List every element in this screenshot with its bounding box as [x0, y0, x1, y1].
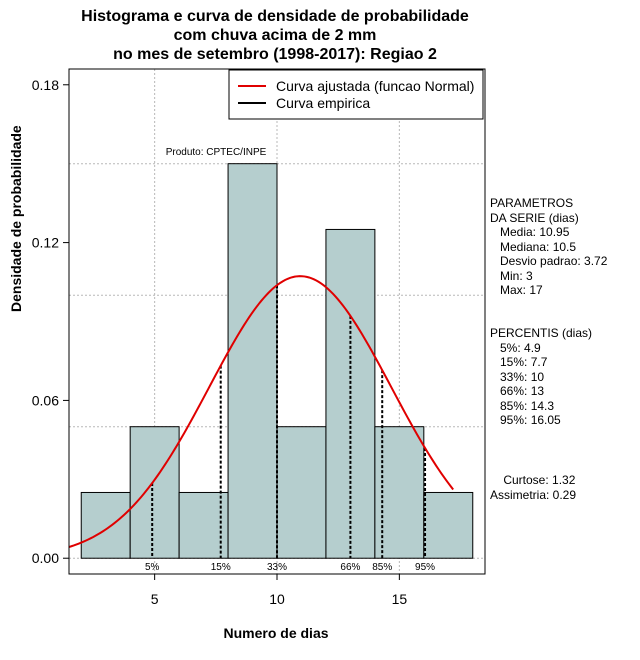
percentile-label-3: 66%: [340, 562, 360, 573]
histogram-bar-4: [276, 426, 327, 559]
percentile-label-2: 33%: [267, 562, 287, 573]
y-tick-label-2: 0.12: [32, 235, 59, 251]
legend: Curva ajustada (funcao Normal) Curva emp…: [228, 69, 484, 120]
x-axis-label: Numero de dias: [223, 625, 328, 641]
histogram-bar-3: [227, 163, 278, 559]
histogram-bar-1: [129, 426, 180, 559]
chart-title-line-1: Histograma e curva de densidade de proba…: [81, 8, 469, 25]
normal-fit-curve: [68, 275, 454, 548]
x-tick-label-0: 5: [151, 591, 159, 607]
x-tick-label-1: 10: [269, 591, 285, 607]
skewness: Assimetria: 0.29: [490, 488, 577, 502]
legend-empirical-label: Curva empirica: [276, 95, 370, 111]
percentile-label-1: 15%: [211, 562, 231, 573]
legend-box: [228, 69, 484, 120]
product-annotation: Produto: CPTEC/INPE: [166, 147, 267, 158]
y-tick-label-3: 0.18: [32, 77, 59, 93]
legend-normal-label: Curva ajustada (funcao Normal): [276, 78, 474, 94]
series-parameters: PARAMETROS DA SERIE (dias) Media: 10.95 …: [490, 196, 608, 297]
y-tick-label-0: 0.00: [32, 550, 59, 566]
x-tick-label-2: 15: [392, 591, 408, 607]
percentile-label-4: 85%: [372, 562, 392, 573]
percentile-label-0: 5%: [145, 562, 160, 573]
percentiles: PERCENTIS (dias) 5%: 4.9 15%: 7.7 33%: 1…: [490, 326, 593, 427]
chart-title-line-3: no mes de setembro (1998-2017): Regiao 2: [113, 46, 437, 63]
histogram-bar-0: [80, 491, 131, 559]
percentile-label-5: 95%: [415, 562, 435, 573]
kurtosis: Curtose: 1.32: [490, 473, 576, 487]
y-tick-label-1: 0.06: [32, 392, 59, 408]
chart-title-line-2: com chuva acima de 2 mm: [173, 27, 377, 44]
histogram-bar-7: [423, 491, 474, 559]
